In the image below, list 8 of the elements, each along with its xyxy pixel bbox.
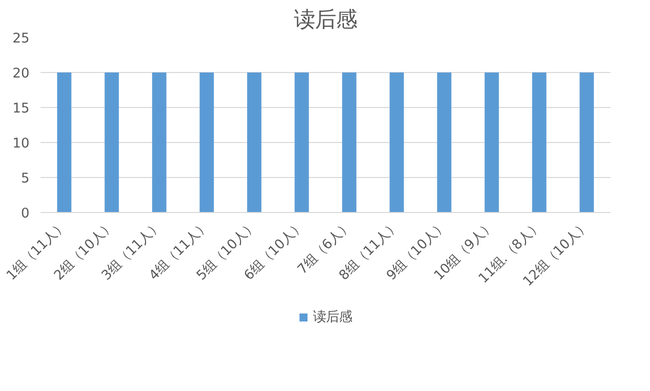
legend-label: 读后感	[313, 308, 352, 326]
y-tick-label: 10	[12, 136, 30, 152]
y-tick-label: 15	[12, 102, 30, 116]
y-tick-label: 20	[12, 66, 30, 82]
y-tick-label: 5	[21, 172, 30, 186]
y-tick-label: 0	[21, 206, 30, 222]
chart-title: 读后感	[294, 8, 357, 32]
y-tick-label: 25	[12, 32, 30, 46]
